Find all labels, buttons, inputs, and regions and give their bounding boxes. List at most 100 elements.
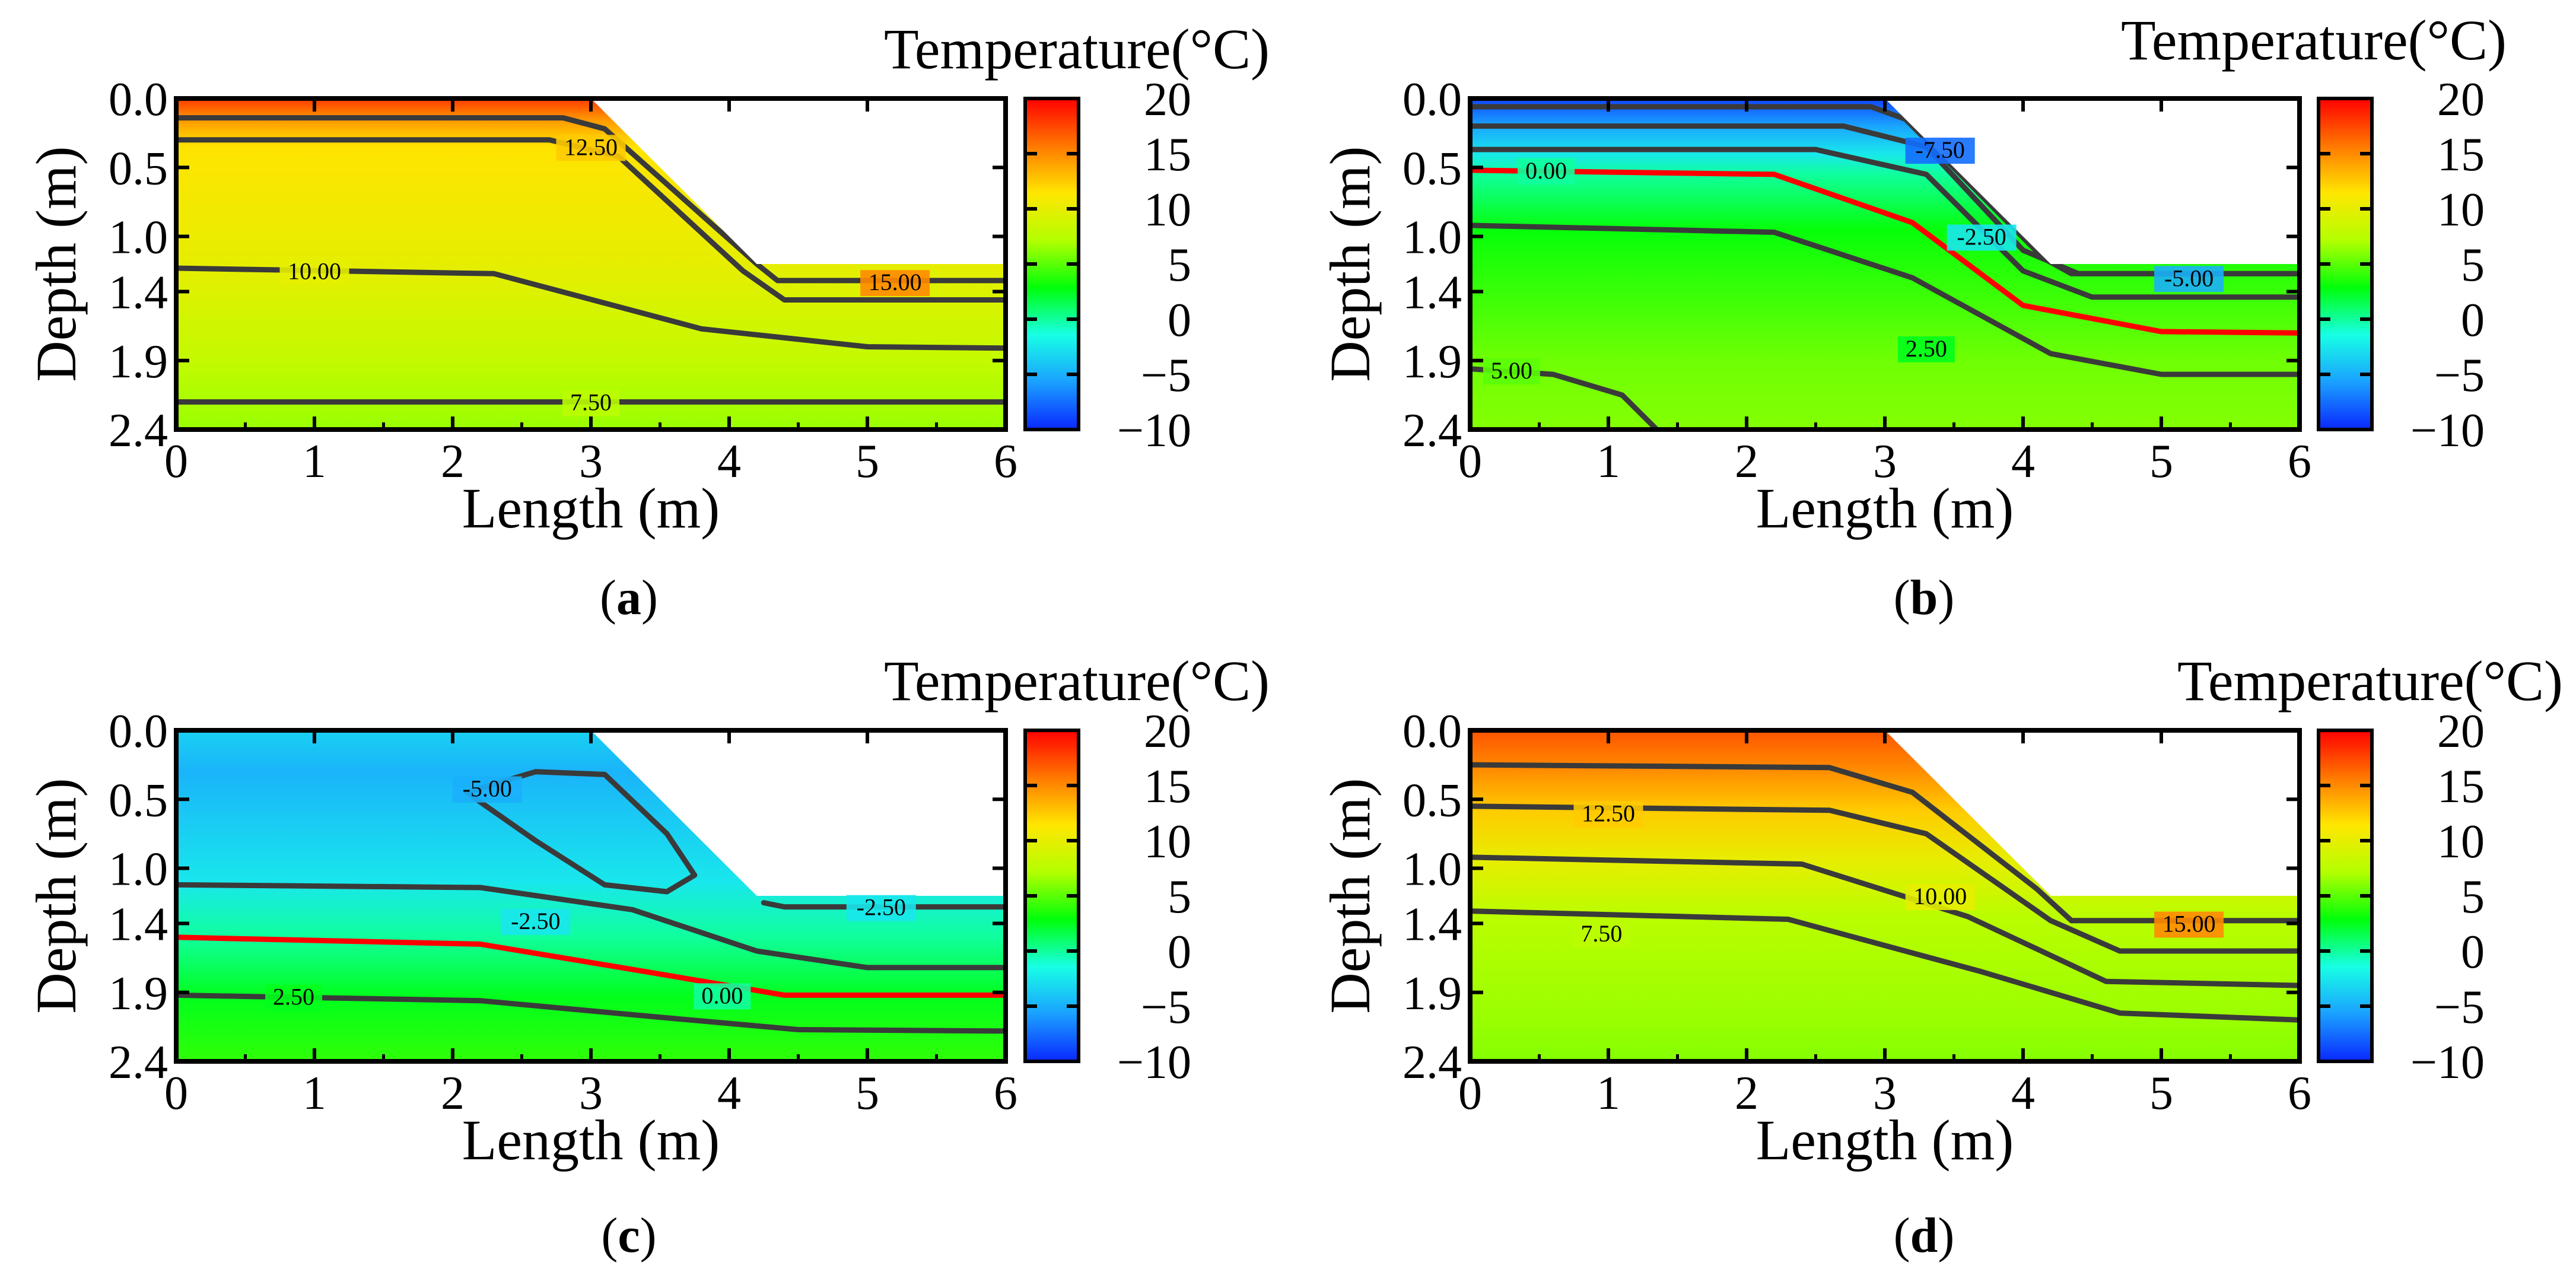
y-tick-label: 1.0 xyxy=(109,844,168,896)
y-tick-label: 0.5 xyxy=(1403,774,1462,826)
x-tick-label: 3 xyxy=(579,1067,603,1120)
contour-label: -2.50 xyxy=(511,908,560,934)
contour-line-0 xyxy=(176,934,1006,998)
colorbar-title: Temperature(°C) xyxy=(2177,649,2563,713)
y-axis-label: Depth (m) xyxy=(24,778,88,1013)
colorbar-tick-label: 10 xyxy=(1144,816,1191,868)
x-tick-label: 5 xyxy=(2149,1067,2173,1120)
y-tick-label: 0.0 xyxy=(109,74,168,126)
contour-label: 5.00 xyxy=(1491,357,1532,384)
contour-line-0 xyxy=(1470,167,2300,336)
colorbar-tick-label: −10 xyxy=(1117,1036,1191,1089)
heatmap-field: -7.50 0.00 -2.50 -5.00 2.50 5.00 xyxy=(1470,98,2300,430)
panel-b: -7.50 0.00 -2.50 -5.00 2.50 5.00 0 1 2 3 4 5 6 0.0 0.5… xyxy=(1318,8,2507,625)
y-tick-label: 1.4 xyxy=(1403,899,1462,951)
x-tick-label: 2 xyxy=(1735,1067,1758,1120)
contour-label: 10.00 xyxy=(288,258,341,285)
colorbar-tick-label: 15 xyxy=(2437,129,2485,181)
x-tick-label: 5 xyxy=(2149,435,2173,488)
colorbar-tick-label: 5 xyxy=(2461,871,2485,923)
colorbar-tick-label: 20 xyxy=(2437,74,2485,126)
colorbar-tick-label: 0 xyxy=(2461,294,2485,346)
y-tick-label: 2.4 xyxy=(109,1036,168,1089)
contour-line-10 xyxy=(176,265,1006,351)
contour-label: -2.50 xyxy=(1957,224,2006,250)
colorbar-tick-label: 20 xyxy=(2437,705,2485,758)
contour-label: 2.50 xyxy=(1906,335,1947,362)
colorbar-tick-label: 10 xyxy=(2437,816,2485,868)
colorbar-tick-label: 0 xyxy=(2461,926,2485,978)
colorbar-tick-label: 5 xyxy=(2461,239,2485,291)
x-tick-label: 1 xyxy=(1597,435,1620,488)
colorbar-tick-label: 20 xyxy=(1144,705,1191,758)
x-tick-label: 5 xyxy=(856,1067,879,1120)
contour-label: 15.00 xyxy=(869,269,922,295)
colorbar-title: Temperature(°C) xyxy=(884,649,1270,713)
contour-line-10 xyxy=(1470,854,2300,988)
colorbar-tick-label: 0 xyxy=(1168,926,1191,978)
y-tick-label: 0.0 xyxy=(1403,74,1462,126)
colorbar-title: Temperature(°C) xyxy=(884,17,1270,81)
contour-line-m5 xyxy=(1470,123,2300,276)
y-tick-label: 1.9 xyxy=(109,336,168,388)
y-tick-label: 1.4 xyxy=(1403,267,1462,319)
contour-label: -2.50 xyxy=(857,894,906,921)
x-axis-label: Length (m) xyxy=(462,476,720,540)
contour-line-m5 xyxy=(463,769,698,895)
y-tick-label: 0.5 xyxy=(109,774,168,826)
colorbar-tick-label: 10 xyxy=(1144,184,1191,236)
excavated-region xyxy=(1885,730,2300,896)
colorbar-tick-label: 15 xyxy=(2437,761,2485,813)
x-axis-label: Length (m) xyxy=(1756,1108,2014,1172)
excavated-region xyxy=(591,730,1006,896)
heatmap-field: -5.00 -2.50 -2.50 0.00 2.50 xyxy=(176,730,1006,1061)
y-tick-label: 2.4 xyxy=(109,405,168,457)
colorbar-tick-label: 20 xyxy=(1144,74,1191,126)
contour-line-15 xyxy=(176,115,1006,284)
y-tick-label: 1.0 xyxy=(1403,212,1462,264)
colorbar-tick-label: −5 xyxy=(2434,349,2485,402)
x-tick-label: 0 xyxy=(164,1067,188,1120)
y-tick-label: 2.4 xyxy=(1403,1036,1462,1089)
y-tick-label: 1.0 xyxy=(109,212,168,264)
x-axis-label: Length (m) xyxy=(1756,476,2014,540)
x-tick-label: 1 xyxy=(303,435,326,488)
x-tick-label: 6 xyxy=(2288,435,2311,488)
contour-label: -7.50 xyxy=(1916,136,1965,163)
panel-d: 12.50 10.00 15.00 7.50 0 1 2 3 4 5 6 0.0 0.5 1.01.4 1.… xyxy=(1318,649,2563,1263)
colorbar-tick-label: −10 xyxy=(1117,405,1191,457)
contour-line-2_5 xyxy=(176,992,1006,1034)
contour-line-m2_5 xyxy=(176,882,1006,971)
x-tick-label: 6 xyxy=(994,1067,1017,1120)
x-tick-label: 2 xyxy=(441,435,465,488)
colorbar-tick-label: −5 xyxy=(1141,349,1191,402)
x-tick-label: 0 xyxy=(1458,435,1482,488)
colorbar-tick-label: −10 xyxy=(2410,405,2485,457)
contour-label: 7.50 xyxy=(570,389,612,416)
panel-a: 12.50 10.00 15.00 7.50 0 1 2 3 4 5 6 0.0 0.5 1.01.4 1.… xyxy=(24,17,1270,625)
colorbar-tick-label: 5 xyxy=(1168,871,1191,923)
y-axis-label: Depth (m) xyxy=(1318,778,1382,1013)
contour-label: 10.00 xyxy=(1913,883,1967,909)
heatmap-field: 12.50 10.00 15.00 7.50 xyxy=(1470,730,2300,1061)
panel-label: (a) xyxy=(600,570,658,625)
excavated-region xyxy=(1885,98,2300,264)
colorbar-tick-label: 15 xyxy=(1144,129,1191,181)
panel-c: -5.00-2.50-2.500.002.500 1 2 3 4 5 60.00.51.01… xyxy=(24,649,1270,1263)
colorbar-tick-label: 0 xyxy=(1168,294,1191,346)
y-tick-label: 0.5 xyxy=(1403,142,1462,195)
x-axis-label: Length (m) xyxy=(462,1108,720,1172)
x-tick-label: 2 xyxy=(441,1067,465,1120)
y-tick-label: 0.0 xyxy=(1403,705,1462,758)
excavated-region xyxy=(591,98,1006,264)
contour-line-m2_5 xyxy=(761,900,1006,910)
x-tick-label: 6 xyxy=(994,435,1017,488)
colorbar-title: Temperature(°C) xyxy=(2121,8,2507,72)
contour-label: -5.00 xyxy=(463,775,512,802)
x-tick-label: 3 xyxy=(1873,435,1897,488)
panel-label: (b) xyxy=(1894,570,1955,625)
x-tick-label: 3 xyxy=(1873,1067,1897,1120)
x-tick-label: 2 xyxy=(1735,435,1758,488)
contour-line-7_5 xyxy=(1470,908,2300,1023)
